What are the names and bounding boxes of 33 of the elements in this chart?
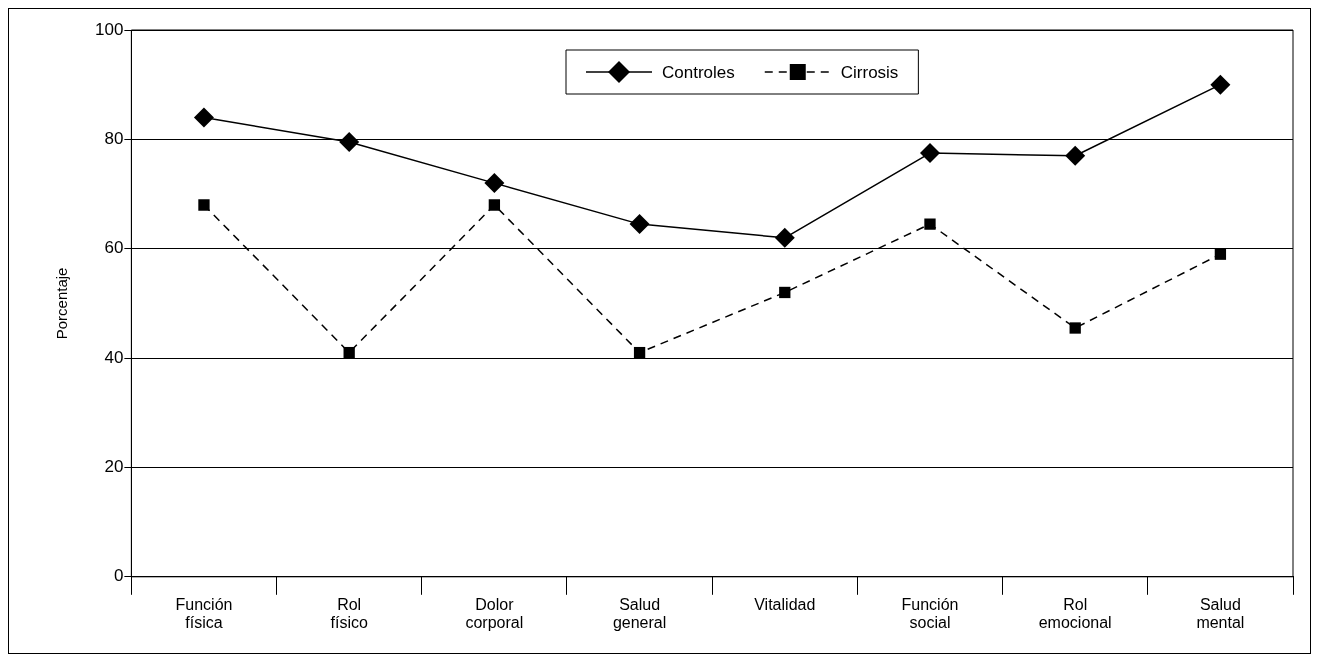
- y-tick-label: 60: [104, 238, 124, 258]
- point: [1069, 322, 1081, 334]
- point: [198, 199, 210, 211]
- x-tick-label: Función física: [175, 596, 233, 631]
- y-tick-label: 40: [104, 347, 124, 367]
- y-tick-label: 0: [113, 566, 124, 586]
- x-tick-label: Dolor corporal: [465, 596, 524, 631]
- point: [1065, 145, 1086, 166]
- point: [633, 346, 646, 359]
- point: [343, 346, 355, 359]
- y-tick-label: 100: [94, 19, 124, 39]
- legend-label: Controles: [662, 62, 735, 82]
- point: [924, 218, 936, 230]
- point: [774, 227, 795, 248]
- x-tick-label: Rol físico: [330, 596, 368, 631]
- point: [919, 143, 940, 164]
- y-tick-label: 20: [104, 457, 124, 477]
- y-tick-label: 80: [104, 129, 124, 149]
- point: [1214, 248, 1227, 260]
- x-tick-label: Salud mental: [1196, 596, 1245, 631]
- legend-label: Cirrosis: [840, 62, 899, 82]
- x-tick-label: Función social: [901, 596, 959, 631]
- point: [488, 199, 501, 211]
- y-axis-title: Porcentaje: [53, 267, 71, 340]
- point: [339, 132, 360, 153]
- point: [629, 214, 650, 235]
- point: [779, 286, 791, 299]
- point: [1210, 74, 1231, 95]
- x-tick-label: Vitalidad: [754, 596, 816, 614]
- x-tick-label: Salud general: [612, 596, 667, 631]
- point: [193, 107, 214, 128]
- x-tick-label: Rol emocional: [1038, 596, 1112, 631]
- point: [484, 173, 505, 194]
